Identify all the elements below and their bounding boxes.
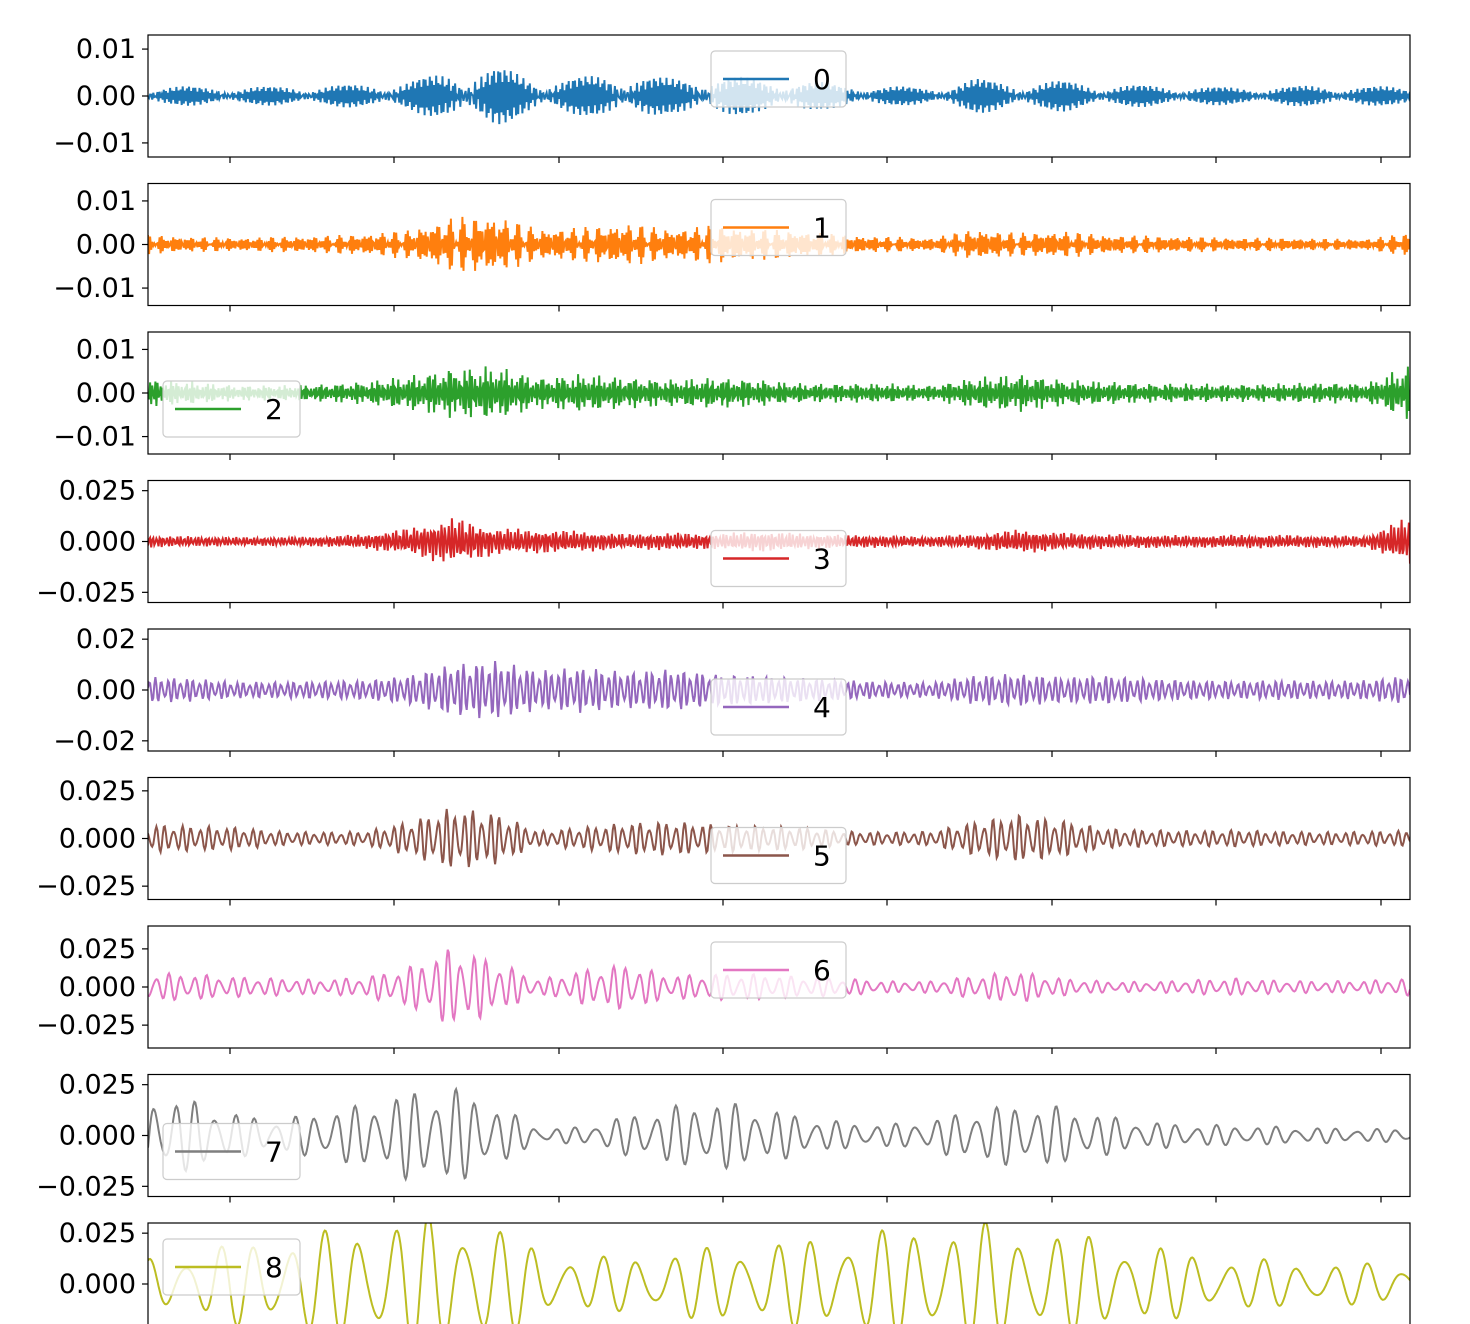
- y-tick-label: 0.000: [59, 527, 136, 558]
- y-tick-label: 0.00: [76, 675, 136, 706]
- legend-label: 5: [813, 840, 831, 873]
- axes-panel-1: −0.01 0.00 0.01 1: [53, 182, 1411, 312]
- legend: 1: [710, 198, 847, 257]
- legend-label: 8: [265, 1251, 283, 1284]
- y-tick-label: 0.000: [59, 824, 136, 855]
- y-tick-label: 0.025: [59, 1218, 136, 1249]
- legend-label: 2: [265, 393, 283, 426]
- series-line-2: [148, 366, 1410, 419]
- y-tick-label: −0.025: [36, 1171, 136, 1202]
- y-tick-label: 0.01: [76, 334, 136, 365]
- axes-panel-7: −0.025 0.000 0.025 7: [36, 1070, 1411, 1203]
- legend: 5: [710, 826, 847, 885]
- y-tick-label: 0.00: [76, 81, 136, 112]
- legend: 7: [162, 1122, 301, 1181]
- axes-panel-3: −0.025 0.000 0.025 3: [36, 476, 1411, 609]
- legend-label: 3: [813, 543, 831, 576]
- axes-panel-2: −0.01 0.00 0.01 2: [53, 331, 1411, 460]
- axes-panel-8: −0.025 0.000 0.025 8: [36, 1218, 1411, 1324]
- y-tick-label: −0.025: [36, 871, 136, 902]
- legend-label: 1: [813, 212, 831, 245]
- y-tick-label: 0.025: [59, 476, 136, 507]
- series-line-7: [148, 1086, 1410, 1182]
- y-tick-label: −0.01: [53, 273, 136, 304]
- y-tick-label: 0.000: [59, 972, 136, 1003]
- legend-label: 4: [813, 691, 831, 724]
- y-tick-label: 0.00: [76, 230, 136, 261]
- legend-label: 7: [265, 1136, 283, 1169]
- series-line-8: [148, 1223, 1410, 1324]
- y-tick-label: 0.01: [76, 186, 136, 217]
- y-tick-label: −0.025: [36, 1320, 136, 1324]
- legend-label: 0: [813, 63, 831, 96]
- y-tick-label: 0.000: [59, 1269, 136, 1300]
- y-tick-label: −0.025: [36, 1010, 136, 1041]
- axes-panel-5: −0.025 0.000 0.025 5: [36, 776, 1411, 906]
- legend: 2: [162, 380, 301, 438]
- y-tick-label: −0.01: [53, 128, 136, 159]
- axes-panel-0: −0.01 0.00 0.01 0: [53, 34, 1411, 163]
- y-tick-label: −0.02: [53, 726, 136, 757]
- y-tick-label: 0.000: [59, 1121, 136, 1152]
- y-tick-label: 0.025: [59, 776, 136, 807]
- legend: 3: [710, 529, 847, 588]
- legend-label: 6: [813, 954, 831, 987]
- y-tick-label: 0.025: [59, 934, 136, 965]
- y-tick-label: 0.00: [76, 378, 136, 409]
- legend: 0: [710, 50, 847, 108]
- y-tick-label: 0.02: [76, 624, 136, 655]
- legend: 8: [162, 1238, 301, 1296]
- axes-frame: [147, 1222, 1411, 1324]
- y-tick-label: −0.01: [53, 422, 136, 453]
- axes-panel-4: −0.02 0.00 0.02 4: [53, 624, 1411, 757]
- axes-panel-6: −0.025 0.000 0.025 6: [36, 925, 1411, 1054]
- legend: 6: [710, 941, 847, 999]
- legend: 4: [710, 678, 847, 736]
- y-tick-label: −0.025: [36, 577, 136, 608]
- y-tick-label: 0.01: [76, 34, 136, 65]
- y-tick-label: 0.025: [59, 1070, 136, 1101]
